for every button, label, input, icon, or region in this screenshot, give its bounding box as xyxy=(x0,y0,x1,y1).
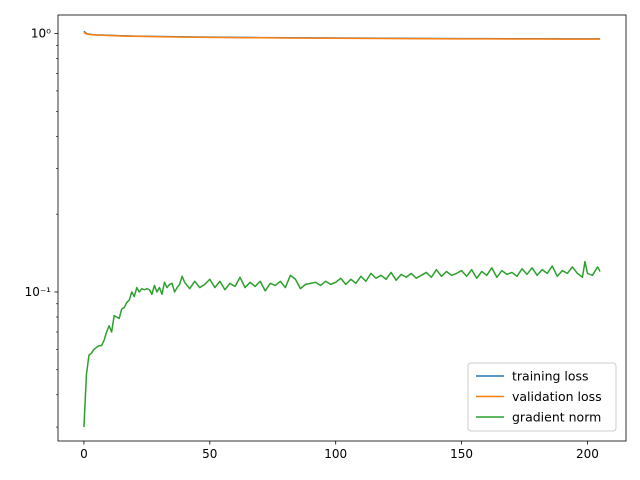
x-tick-label: 200 xyxy=(576,447,599,461)
x-tick-label: 100 xyxy=(324,447,347,461)
plot-frame xyxy=(57,14,627,442)
legend: training loss validation loss gradient nor… xyxy=(467,362,617,432)
series-line-gradient-norm xyxy=(83,260,601,428)
legend-label-validation-loss: validation loss xyxy=(512,389,602,404)
series-layer xyxy=(83,30,601,428)
legend-label-training-loss: training loss xyxy=(512,369,589,384)
y-tick-label: 10⁻¹ xyxy=(25,285,52,299)
legend-label-gradient-norm: gradient norm xyxy=(512,410,601,425)
legend-box xyxy=(467,362,617,432)
y-tick-label: 10⁰ xyxy=(31,27,51,41)
ticks-layer: 0 50 100 150 200 10⁻¹ 10⁰ xyxy=(25,27,599,461)
x-tick-label: 0 xyxy=(80,447,88,461)
series-line-validation-loss xyxy=(83,31,601,40)
x-tick-label: 50 xyxy=(202,447,217,461)
x-tick-label: 150 xyxy=(450,447,473,461)
